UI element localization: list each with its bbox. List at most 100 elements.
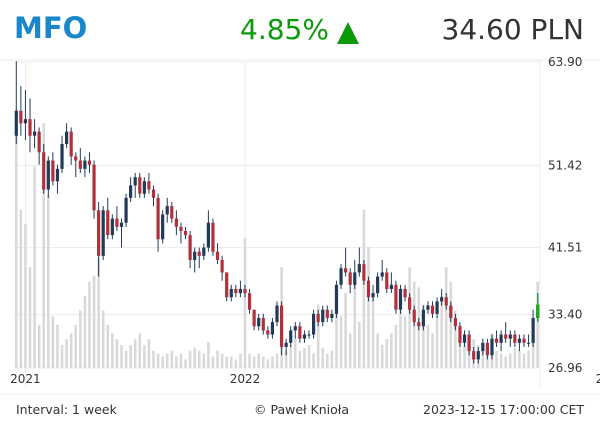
candle-body bbox=[211, 222, 215, 252]
volume-bar bbox=[536, 281, 540, 368]
volume-bar bbox=[348, 333, 352, 368]
volume-bar bbox=[353, 281, 357, 368]
volume-bar bbox=[225, 356, 228, 368]
volume-bar bbox=[101, 310, 105, 368]
candle-body bbox=[188, 235, 192, 260]
volume-bar bbox=[486, 353, 489, 368]
volume-bar bbox=[193, 347, 196, 368]
candle-body bbox=[316, 313, 320, 323]
volume-bar bbox=[184, 359, 187, 368]
volume-bar bbox=[188, 350, 192, 368]
volume-bar bbox=[339, 316, 343, 368]
candle-body bbox=[119, 222, 124, 227]
candle-body bbox=[321, 309, 325, 323]
volume-bar bbox=[147, 339, 151, 368]
candle-body bbox=[46, 160, 50, 190]
candle-body bbox=[51, 160, 55, 182]
volume-bar bbox=[293, 339, 297, 368]
candle-body bbox=[403, 288, 407, 298]
volume-bar bbox=[266, 359, 270, 368]
candle-body bbox=[234, 288, 238, 294]
x-tick-label: 2023 bbox=[596, 372, 600, 386]
volume-bar bbox=[211, 356, 215, 368]
candle-body bbox=[252, 309, 256, 327]
volume-bar bbox=[179, 353, 183, 368]
candle-body bbox=[183, 230, 188, 236]
candle-body bbox=[83, 160, 87, 169]
volume-bar bbox=[426, 324, 430, 368]
x-tick-label: 2022 bbox=[230, 372, 261, 386]
candle-body bbox=[449, 305, 453, 318]
candle-body bbox=[513, 334, 517, 343]
volume-bar bbox=[385, 339, 389, 368]
volume-bar bbox=[175, 356, 178, 368]
volume-bar bbox=[399, 310, 402, 368]
candle-body bbox=[353, 272, 357, 285]
candle-body bbox=[229, 288, 233, 298]
volume-bar bbox=[37, 324, 41, 368]
volume-bar bbox=[69, 333, 73, 368]
volume-bar bbox=[19, 209, 23, 368]
interval-label: Interval: 1 week bbox=[16, 402, 117, 417]
candle-body bbox=[28, 119, 32, 136]
volume-bar bbox=[220, 353, 224, 368]
volume-bar bbox=[42, 123, 46, 368]
volume-bar bbox=[261, 356, 265, 368]
volume-bar bbox=[403, 316, 407, 368]
candle-body bbox=[147, 181, 151, 190]
volume-bar bbox=[47, 195, 50, 368]
copyright-label: © Paweł Knioła bbox=[254, 402, 350, 417]
candle-body bbox=[344, 268, 348, 273]
candle-body bbox=[531, 317, 535, 343]
volume-bar bbox=[335, 310, 338, 368]
y-tick-label: 41.51 bbox=[548, 240, 582, 254]
volume-bar bbox=[380, 344, 384, 368]
candle-body bbox=[522, 338, 526, 343]
volume-bar bbox=[74, 324, 78, 368]
volume-bar bbox=[56, 324, 59, 368]
volume-bar bbox=[257, 353, 261, 368]
volume-bar bbox=[376, 333, 379, 368]
candle-body bbox=[298, 326, 302, 339]
candle-body bbox=[389, 284, 393, 289]
volume-bar bbox=[316, 304, 320, 368]
candle-body bbox=[412, 309, 416, 323]
volume-bar bbox=[527, 350, 530, 368]
candle-body bbox=[14, 110, 18, 136]
volume-bar bbox=[284, 350, 288, 368]
candle-body bbox=[197, 251, 201, 256]
y-tick-label: 63.90 bbox=[548, 55, 582, 69]
volume-bar bbox=[79, 310, 82, 368]
candle-body bbox=[357, 264, 361, 273]
candle-body bbox=[330, 313, 334, 318]
volume-bar bbox=[202, 353, 206, 368]
candle-body bbox=[261, 317, 265, 331]
candle-body bbox=[508, 334, 512, 339]
volume-bar bbox=[463, 344, 466, 368]
candle-body bbox=[417, 322, 421, 327]
candle-body bbox=[376, 276, 380, 294]
volume-bar bbox=[152, 350, 155, 368]
volume-bar bbox=[513, 347, 517, 368]
candle-body bbox=[174, 218, 178, 227]
candle-body bbox=[302, 334, 307, 339]
candle-body bbox=[499, 334, 503, 343]
candle-body bbox=[435, 301, 439, 314]
volume-bar bbox=[165, 353, 169, 368]
volume-bar bbox=[170, 350, 174, 368]
up-triangle-icon bbox=[337, 22, 359, 44]
volume-bar bbox=[197, 350, 201, 368]
volume-bar bbox=[371, 296, 375, 368]
candle-body bbox=[339, 268, 343, 285]
candle-body bbox=[42, 152, 46, 190]
candle-body bbox=[494, 338, 499, 343]
volume-bar bbox=[358, 321, 361, 368]
last-candle-body bbox=[536, 304, 540, 318]
volume-bar bbox=[504, 356, 507, 368]
volume-bar bbox=[449, 281, 453, 368]
volume-bar bbox=[229, 356, 233, 368]
candle-body bbox=[193, 251, 197, 260]
candle-body bbox=[65, 131, 69, 145]
volume-bar bbox=[65, 339, 68, 368]
candle-body bbox=[257, 317, 261, 327]
